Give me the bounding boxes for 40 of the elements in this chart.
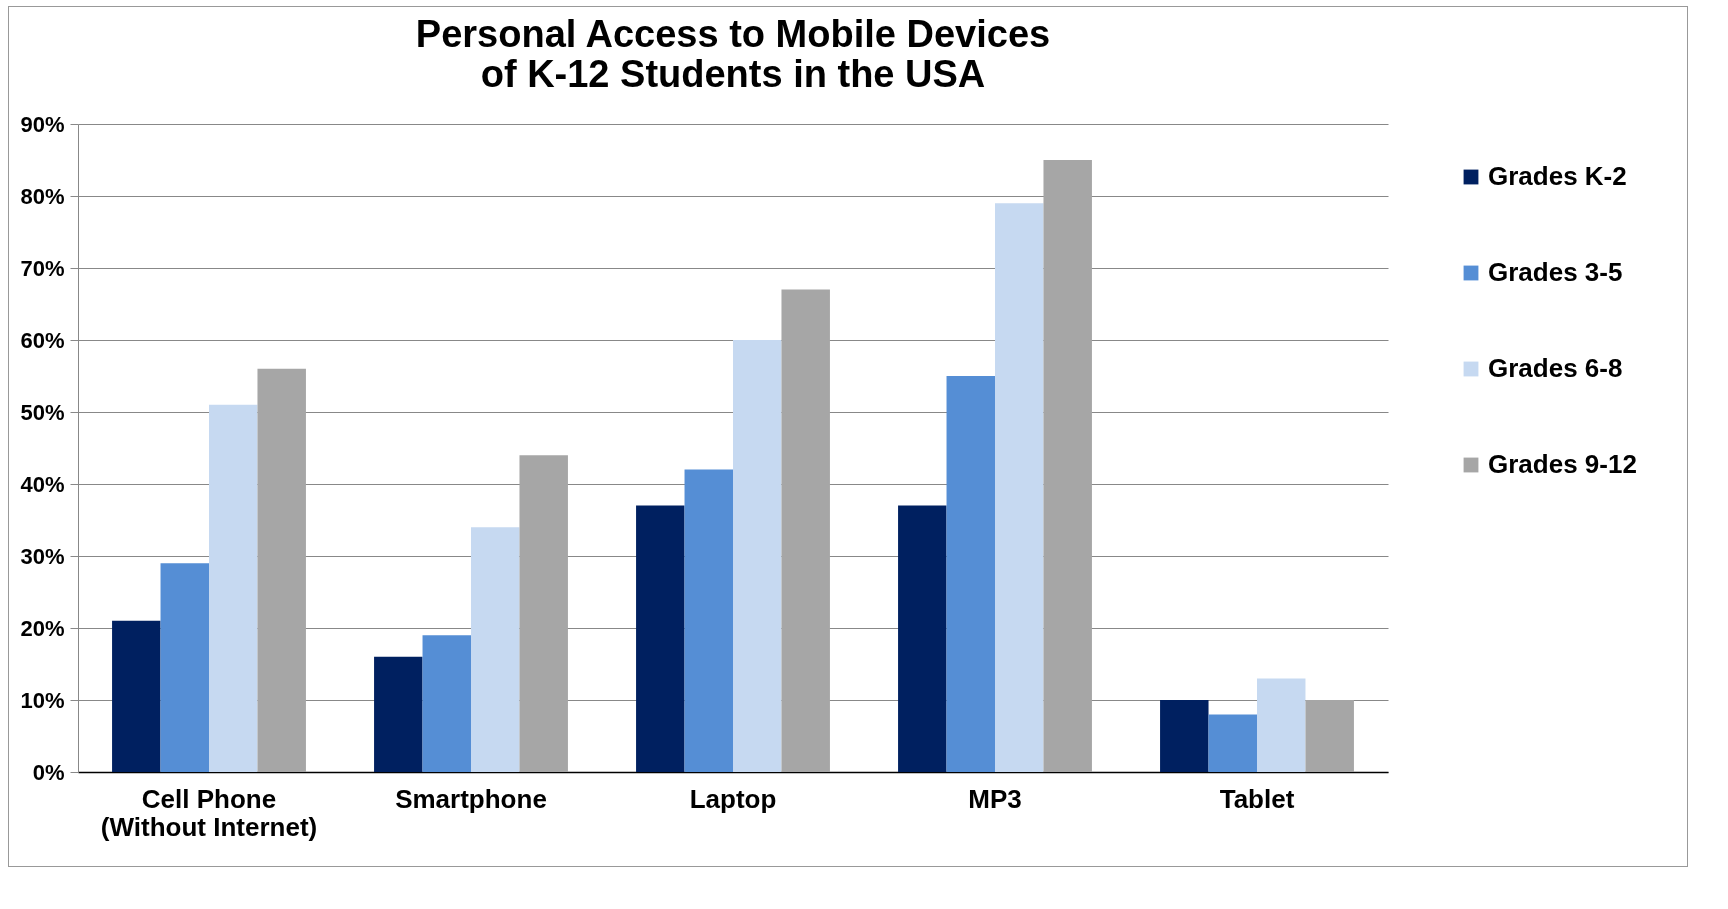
bar (946, 376, 995, 772)
bar (636, 505, 685, 772)
bar (733, 340, 782, 772)
y-tick-label: 30% (20, 543, 65, 569)
y-tick-label: 70% (20, 255, 65, 281)
legend-label: Grades 6-8 (1488, 353, 1623, 383)
x-tick-label: Laptop (689, 783, 777, 814)
chart-title: Personal Access to Mobile Devices of K-12 Students in the USA (415, 13, 1051, 95)
x-tick-label: Tablet (1219, 783, 1295, 814)
bar (422, 635, 471, 772)
bar (1305, 700, 1354, 772)
bar (519, 455, 568, 772)
bar (160, 563, 209, 772)
y-tick-label: 10% (20, 687, 65, 713)
bar (995, 203, 1044, 772)
bar (1257, 678, 1306, 772)
x-tick-label: Smartphone (395, 783, 547, 814)
y-tick-label: 20% (20, 615, 65, 641)
y-tick-label: 50% (20, 399, 65, 425)
bar (209, 404, 258, 772)
bar (684, 469, 733, 772)
y-tick-label: 60% (20, 327, 65, 353)
bar (471, 527, 520, 772)
legend-label: Grades K-2 (1488, 161, 1627, 191)
bar (1208, 714, 1257, 772)
y-tick-label: 90% (20, 111, 65, 137)
x-tick-label: Cell Phone (Without Internet) (100, 783, 318, 842)
bar (1043, 160, 1092, 772)
legend-label: Grades 9-12 (1488, 449, 1637, 479)
x-tick-label: MP3 (968, 783, 1022, 814)
y-tick-label: 40% (20, 471, 65, 497)
bar (781, 289, 830, 772)
bar (374, 656, 423, 772)
bar (898, 505, 947, 772)
legend-label: Grades 3-5 (1488, 257, 1623, 287)
y-tick-label: 80% (20, 183, 65, 209)
bar (112, 620, 161, 772)
bar (257, 368, 306, 772)
bar (1160, 700, 1209, 772)
y-tick-label: 0% (32, 759, 65, 785)
